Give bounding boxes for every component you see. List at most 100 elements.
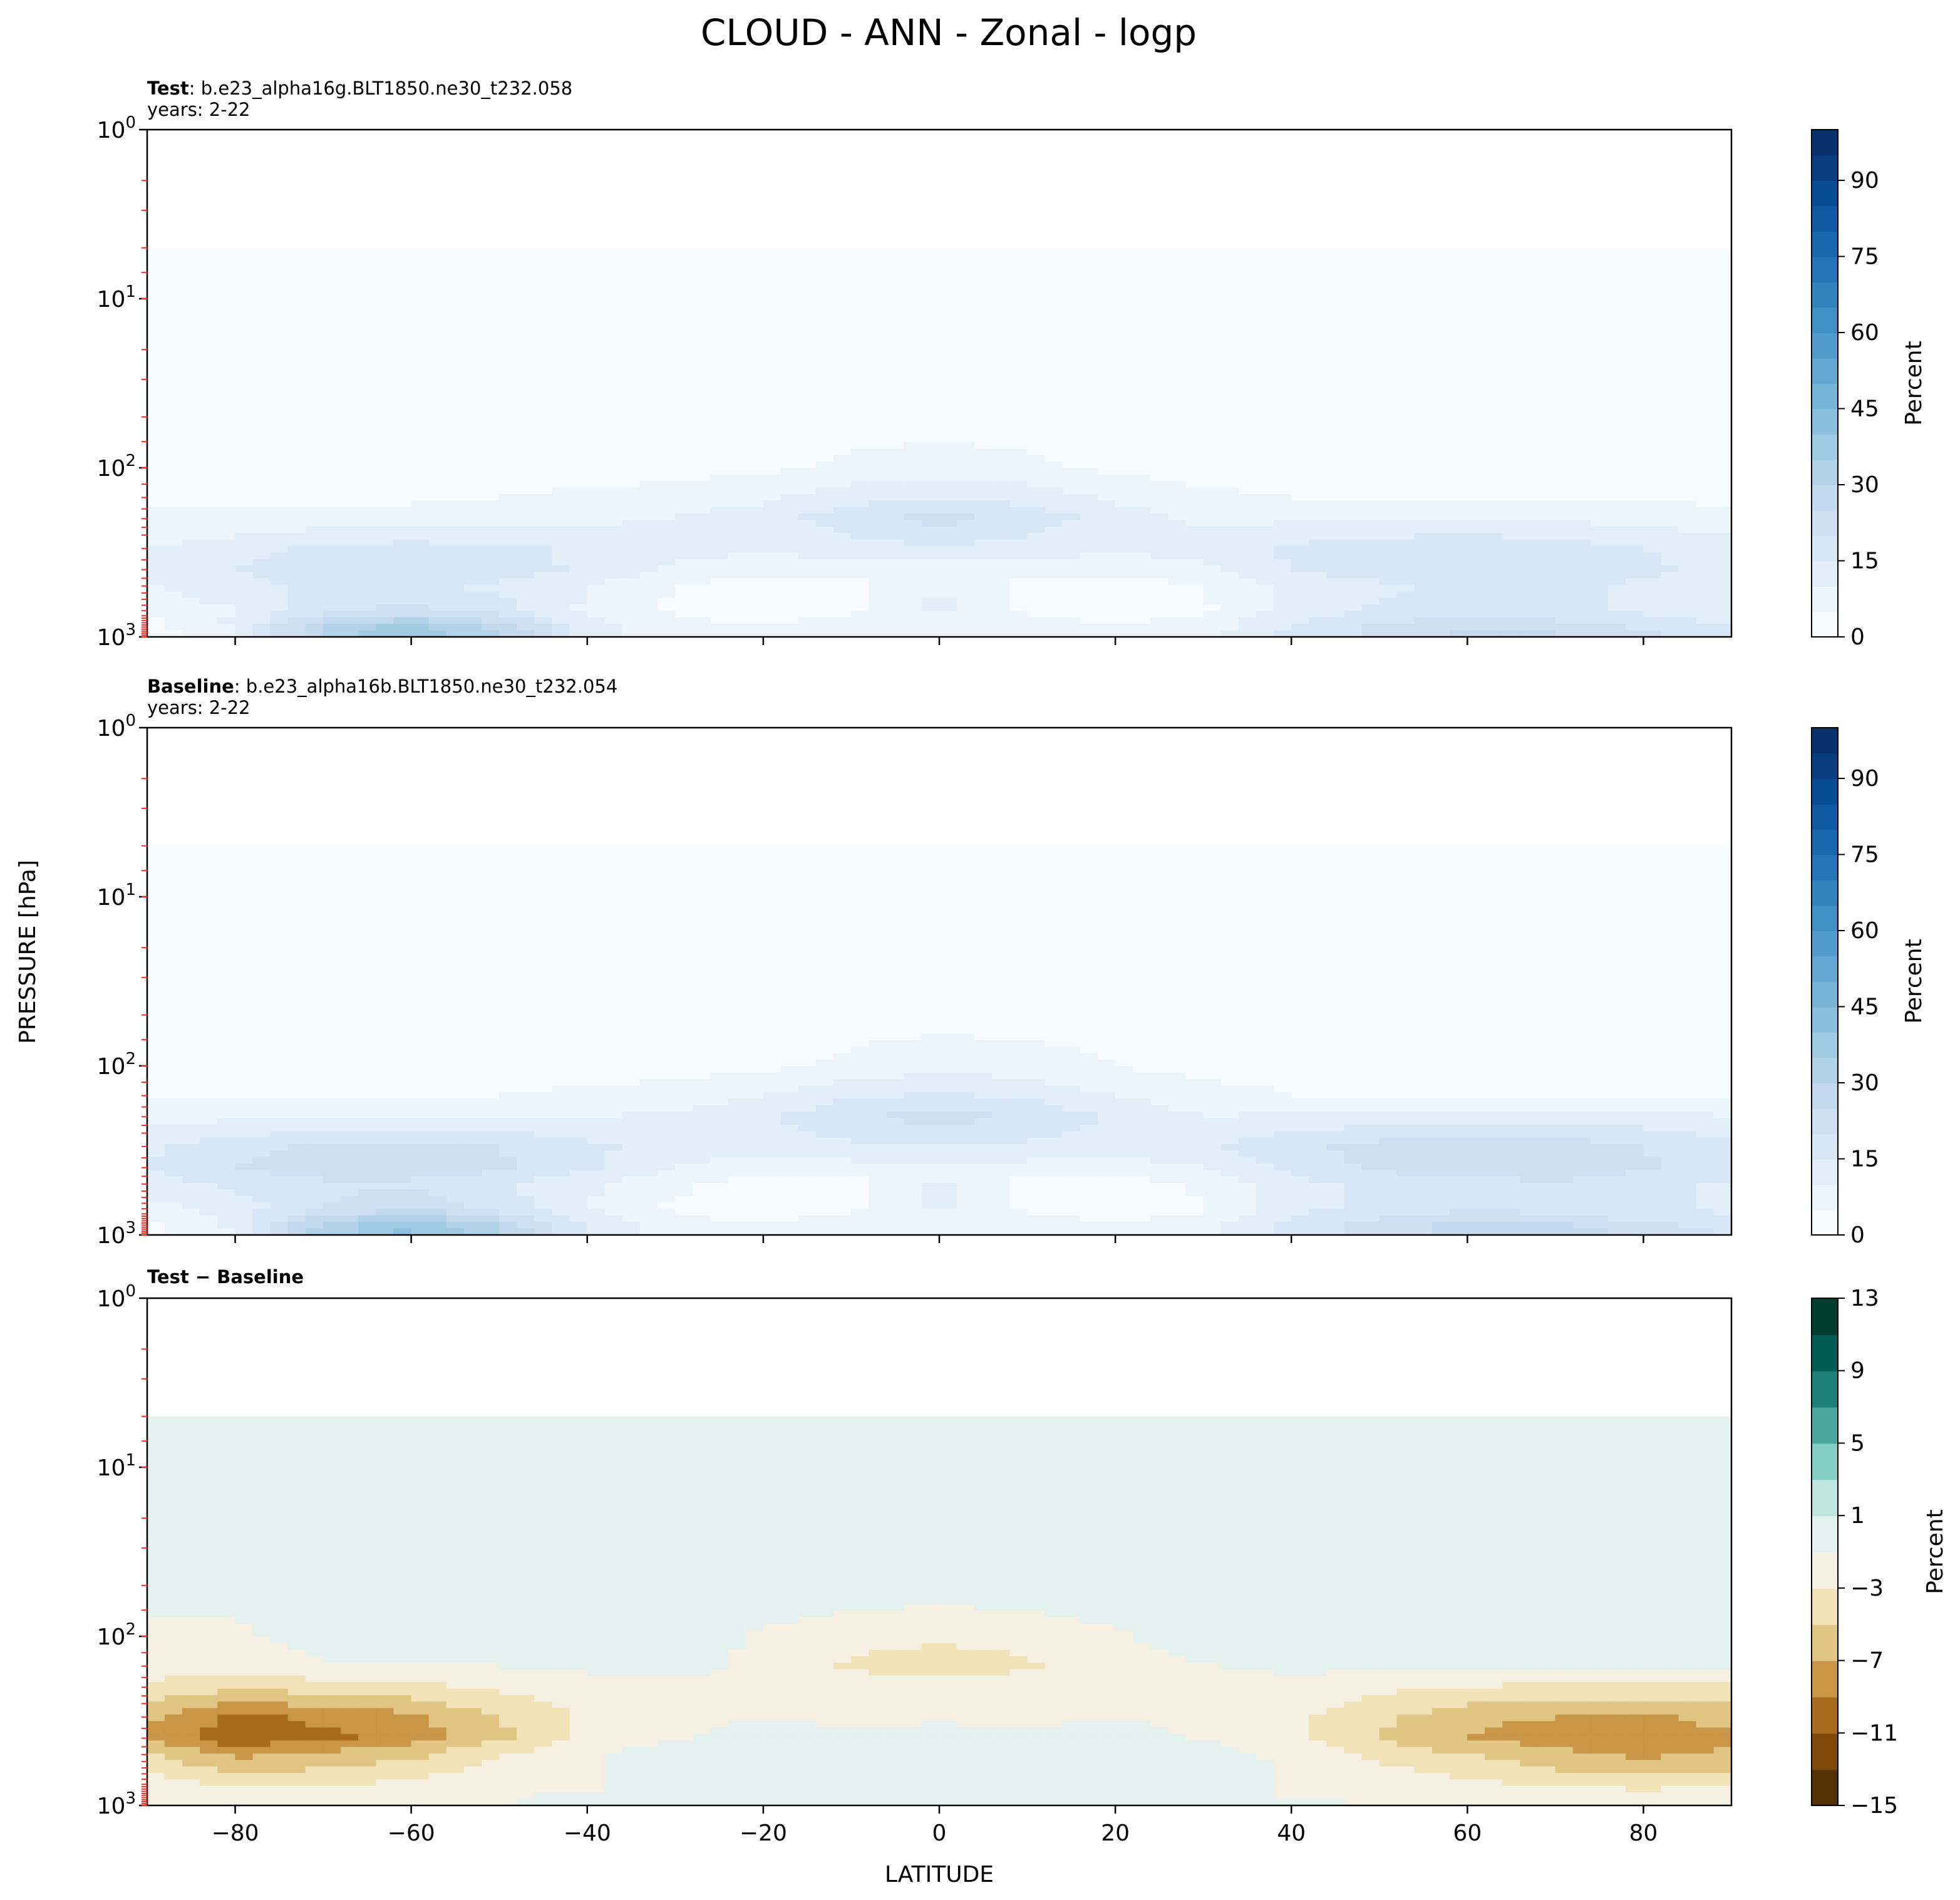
test-contour-cell (658, 526, 676, 534)
test-contour-cell (1115, 526, 1134, 534)
test-contour-cell (1150, 332, 1169, 339)
test-contour-cell (1696, 435, 1715, 443)
test-contour-cell (1168, 344, 1187, 353)
test-contour-cell (869, 584, 887, 592)
test-contour-cell (1485, 254, 1504, 262)
test-contour-cell (745, 261, 764, 268)
test-contour-cell (1238, 559, 1257, 567)
test-contour-cell (217, 332, 236, 339)
test-contour-cell (235, 332, 254, 339)
test-contour-cell (341, 261, 359, 268)
test-contour-cell (1115, 487, 1134, 495)
test-contour-cell (1643, 286, 1662, 294)
test-contour-cell (1590, 299, 1609, 307)
test-contour-cell (816, 435, 835, 443)
test-contour-cell (235, 416, 254, 424)
test-contour-cell (1608, 280, 1627, 287)
test-contour-cell (1150, 293, 1169, 301)
test-contour-cell (552, 247, 570, 256)
test-contour-cell (1450, 468, 1468, 476)
test-contour-cell (1713, 565, 1732, 573)
test-contour-cell (780, 474, 800, 482)
test-contour-cell (1115, 403, 1134, 411)
test-contour-cell (517, 500, 535, 508)
test-contour-cell (886, 280, 905, 287)
test-contour-cell (1220, 487, 1239, 495)
test-contour-cell (252, 267, 271, 275)
test-contour-cell (1203, 273, 1222, 281)
test-contour-cell (939, 442, 958, 450)
test-contour-cell (1467, 526, 1486, 534)
test-contour-cell (992, 247, 1011, 256)
test-contour-cell (1291, 383, 1310, 391)
test-contour-cell (235, 448, 254, 457)
test-contour-cell (1608, 429, 1627, 437)
test-contour-cell (428, 383, 447, 391)
test-contour-cell (200, 254, 219, 262)
test-contour-cell (1379, 338, 1398, 346)
test-contour-cell (552, 299, 570, 307)
test-contour-cell (481, 584, 500, 592)
test-contour-cell (1696, 500, 1715, 508)
test-contour-cell (1344, 539, 1363, 547)
test-contour-cell (1590, 487, 1609, 495)
test-contour-cell (1450, 410, 1468, 417)
test-contour-cell (639, 254, 659, 262)
test-contour-cell (376, 390, 395, 398)
test-contour-cell (235, 500, 254, 508)
test-contour-cell (1502, 332, 1521, 339)
test-contour-cell (270, 299, 289, 307)
test-contour-cell (305, 514, 324, 521)
test-contour-cell (305, 390, 324, 398)
test-contour-cell (1379, 273, 1398, 281)
test-contour-cell (341, 481, 359, 488)
test-contour-cell (1309, 273, 1328, 281)
test-contour-cell (287, 247, 307, 256)
test-contour-cell (217, 442, 236, 450)
test-contour-cell (1309, 403, 1328, 411)
test-contour-cell (745, 552, 764, 560)
test-contour-cell (1696, 351, 1715, 359)
test-contour-cell (886, 526, 905, 534)
test-contour-cell (411, 552, 430, 560)
test-contour-cell (235, 312, 254, 320)
test-contour-cell (816, 325, 835, 333)
test-contour-cell (200, 293, 219, 301)
test-contour-cell (1080, 319, 1099, 326)
test-contour-cell (534, 312, 553, 320)
test-contour-cell (1080, 344, 1099, 353)
test-contour-cell (1326, 280, 1345, 287)
test-contour-cell (446, 403, 465, 411)
test-contour-cell (1133, 520, 1152, 527)
test-contour-cell (1678, 261, 1697, 268)
test-contour-cell (1273, 286, 1292, 294)
test-contour-cell (604, 559, 624, 567)
test-contour-cell (252, 358, 271, 366)
test-contour-cell (1608, 358, 1627, 366)
test-contour-cell (428, 351, 447, 359)
test-contour-cell (534, 604, 553, 612)
test-contour-cell (252, 435, 271, 443)
test-contour-cell (1450, 351, 1468, 359)
test-contour-cell (552, 338, 570, 346)
test-contour-cell (1450, 267, 1468, 275)
test-contour-cell (639, 410, 659, 417)
test-contour-cell (710, 474, 729, 482)
test-contour-cell (1133, 462, 1152, 469)
test-contour-cell (1379, 371, 1398, 378)
test-contour-cell (1450, 390, 1468, 398)
test-contour-cell (252, 559, 271, 567)
test-contour-cell (446, 604, 465, 612)
test-contour-cell (322, 494, 342, 502)
test-contour-cell (1361, 351, 1380, 359)
test-contour-cell (1133, 344, 1152, 353)
test-contour-cell (816, 312, 835, 320)
test-contour-cell (1590, 403, 1609, 411)
test-contour-cell (1643, 254, 1662, 262)
test-contour-cell (1309, 514, 1328, 521)
test-contour-cell (305, 410, 324, 417)
test-contour-cell (1467, 435, 1486, 443)
test-contour-cell (358, 474, 377, 482)
test-contour-cell (499, 539, 518, 547)
test-contour-cell (305, 358, 324, 366)
